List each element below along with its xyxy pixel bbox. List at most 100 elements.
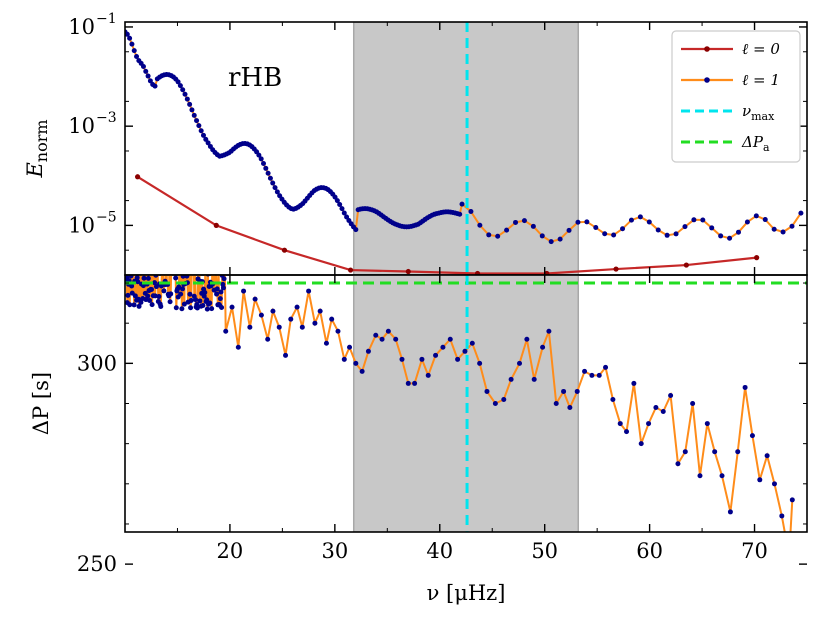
l0-point-7 <box>613 266 619 272</box>
l1-point-top-161 <box>593 225 599 231</box>
l1-point-top-25 <box>180 87 186 93</box>
l1-point-bottom-147 <box>214 286 220 292</box>
l1-point-bottom-90 <box>179 306 185 312</box>
l1-point-top-184 <box>798 210 804 216</box>
l1-point-bottom-65 <box>164 259 169 264</box>
l0-point-5 <box>474 270 481 275</box>
l1-point-top-145 <box>457 211 463 217</box>
l1-point-bottom-23 <box>138 252 143 257</box>
l1-point-bottom-198 <box>462 348 468 354</box>
l1-point-bottom-30 <box>142 269 147 274</box>
l1-point-bottom-88 <box>178 291 184 297</box>
l1-point-bottom-108 <box>191 270 196 275</box>
legend-label-main: ν <box>742 102 751 120</box>
l1-point-top-33 <box>198 128 204 134</box>
l1-point-top-94 <box>339 206 345 212</box>
l1-point-top-176 <box>727 235 733 241</box>
l1-point-bottom-241 <box>779 513 785 519</box>
bottom-xtick-label-2: 40 <box>426 539 453 563</box>
l1-point-bottom-194 <box>433 352 439 358</box>
l1-point-bottom-227 <box>675 461 681 467</box>
l1-point-bottom-207 <box>531 376 537 382</box>
l1-point-bottom-7 <box>128 257 133 262</box>
l1-point-bottom-112 <box>193 297 199 303</box>
l1-point-top-179 <box>753 213 759 219</box>
l1-point-top-60 <box>260 160 266 166</box>
top-y-axis-label-main: E <box>23 162 47 178</box>
l1-point-bottom-22 <box>137 254 142 259</box>
l1-point-top-100 <box>353 227 359 233</box>
l1-point-top-165 <box>628 217 634 223</box>
l1-point-bottom-176 <box>317 308 323 314</box>
l1-point-bottom-111 <box>192 260 197 265</box>
l1-point-bottom-179 <box>335 328 341 334</box>
legend-label-3: ΔPa <box>741 133 770 154</box>
l1-point-bottom-39 <box>148 263 153 268</box>
l1-point-bottom-162 <box>235 344 241 350</box>
legend-label-1: ℓ = 1 <box>742 71 780 89</box>
l1-point-bottom-226 <box>668 392 674 398</box>
l1-point-bottom-175 <box>312 320 318 326</box>
l1-point-bottom-72 <box>168 291 174 297</box>
l1-point-bottom-242 <box>787 554 792 559</box>
l1-point-top-172 <box>691 217 697 223</box>
l1-point-bottom-209 <box>546 328 552 334</box>
l1-point-bottom-231 <box>704 421 710 427</box>
l1-point-bottom-43 <box>150 255 155 260</box>
l1-point-top-23 <box>175 79 181 85</box>
top-ytick-base: 10 <box>68 213 95 237</box>
l1-point-top-147 <box>468 209 474 215</box>
l1-point-bottom-164 <box>247 324 253 330</box>
l1-point-top-59 <box>258 156 264 162</box>
l1-point-bottom-188 <box>393 336 399 342</box>
l1-point-bottom-105 <box>188 297 194 303</box>
l1-point-bottom-225 <box>660 409 666 415</box>
l1-point-bottom-139 <box>210 264 215 269</box>
l1-point-bottom-138 <box>209 306 215 312</box>
l1-point-bottom-8 <box>128 275 134 279</box>
l1-point-bottom-236 <box>742 384 748 390</box>
l0-point-1 <box>213 222 219 228</box>
l1-point-bottom-86 <box>177 268 182 273</box>
l1-point-top-174 <box>709 225 715 231</box>
l1-point-bottom-95 <box>182 251 187 256</box>
l1-point-bottom-200 <box>477 360 483 366</box>
l1-point-bottom-237 <box>749 433 755 439</box>
l0-line <box>137 175 757 275</box>
l1-point-bottom-130 <box>204 297 210 303</box>
l1-point-top-93 <box>337 201 343 207</box>
l1-point-bottom-143 <box>212 254 217 259</box>
l1-point-bottom-141 <box>211 265 216 270</box>
l1-point-bottom-124 <box>200 303 206 309</box>
l1-point-bottom-9 <box>129 283 135 289</box>
l1-point-bottom-77 <box>171 258 176 263</box>
l1-point-bottom-50 <box>155 264 160 269</box>
l1-point-top-175 <box>718 233 724 239</box>
l1-point-bottom-154 <box>219 304 225 310</box>
l1-point-bottom-199 <box>469 340 475 346</box>
l1-point-top-183 <box>789 223 795 229</box>
l1-point-top-181 <box>771 226 777 232</box>
l1-point-bottom-94 <box>181 301 187 307</box>
l0-point-0 <box>134 174 141 180</box>
l1-point-bottom-205 <box>517 360 523 366</box>
l1-point-bottom-127 <box>202 289 208 295</box>
l1-point-bottom-131 <box>204 306 210 312</box>
l1-point-bottom-80 <box>173 275 179 281</box>
l1-point-top-62 <box>265 170 271 176</box>
l1-point-bottom-128 <box>203 262 208 267</box>
l1-point-bottom-42 <box>149 302 155 308</box>
l1-point-bottom-233 <box>719 473 725 479</box>
bottom-ytick-label-0: 300 <box>77 351 117 375</box>
l1-point-bottom-163 <box>241 288 247 294</box>
l1-point-bottom-45 <box>151 257 156 262</box>
l1-point-bottom-220 <box>624 429 630 435</box>
l1-point-top-170 <box>673 231 679 237</box>
l0-point-2 <box>281 247 288 253</box>
l1-point-top-149 <box>486 232 492 238</box>
legend-label-0: ℓ = 0 <box>742 40 780 58</box>
l1-point-bottom-196 <box>447 336 453 342</box>
l1-point-bottom-192 <box>419 356 425 362</box>
